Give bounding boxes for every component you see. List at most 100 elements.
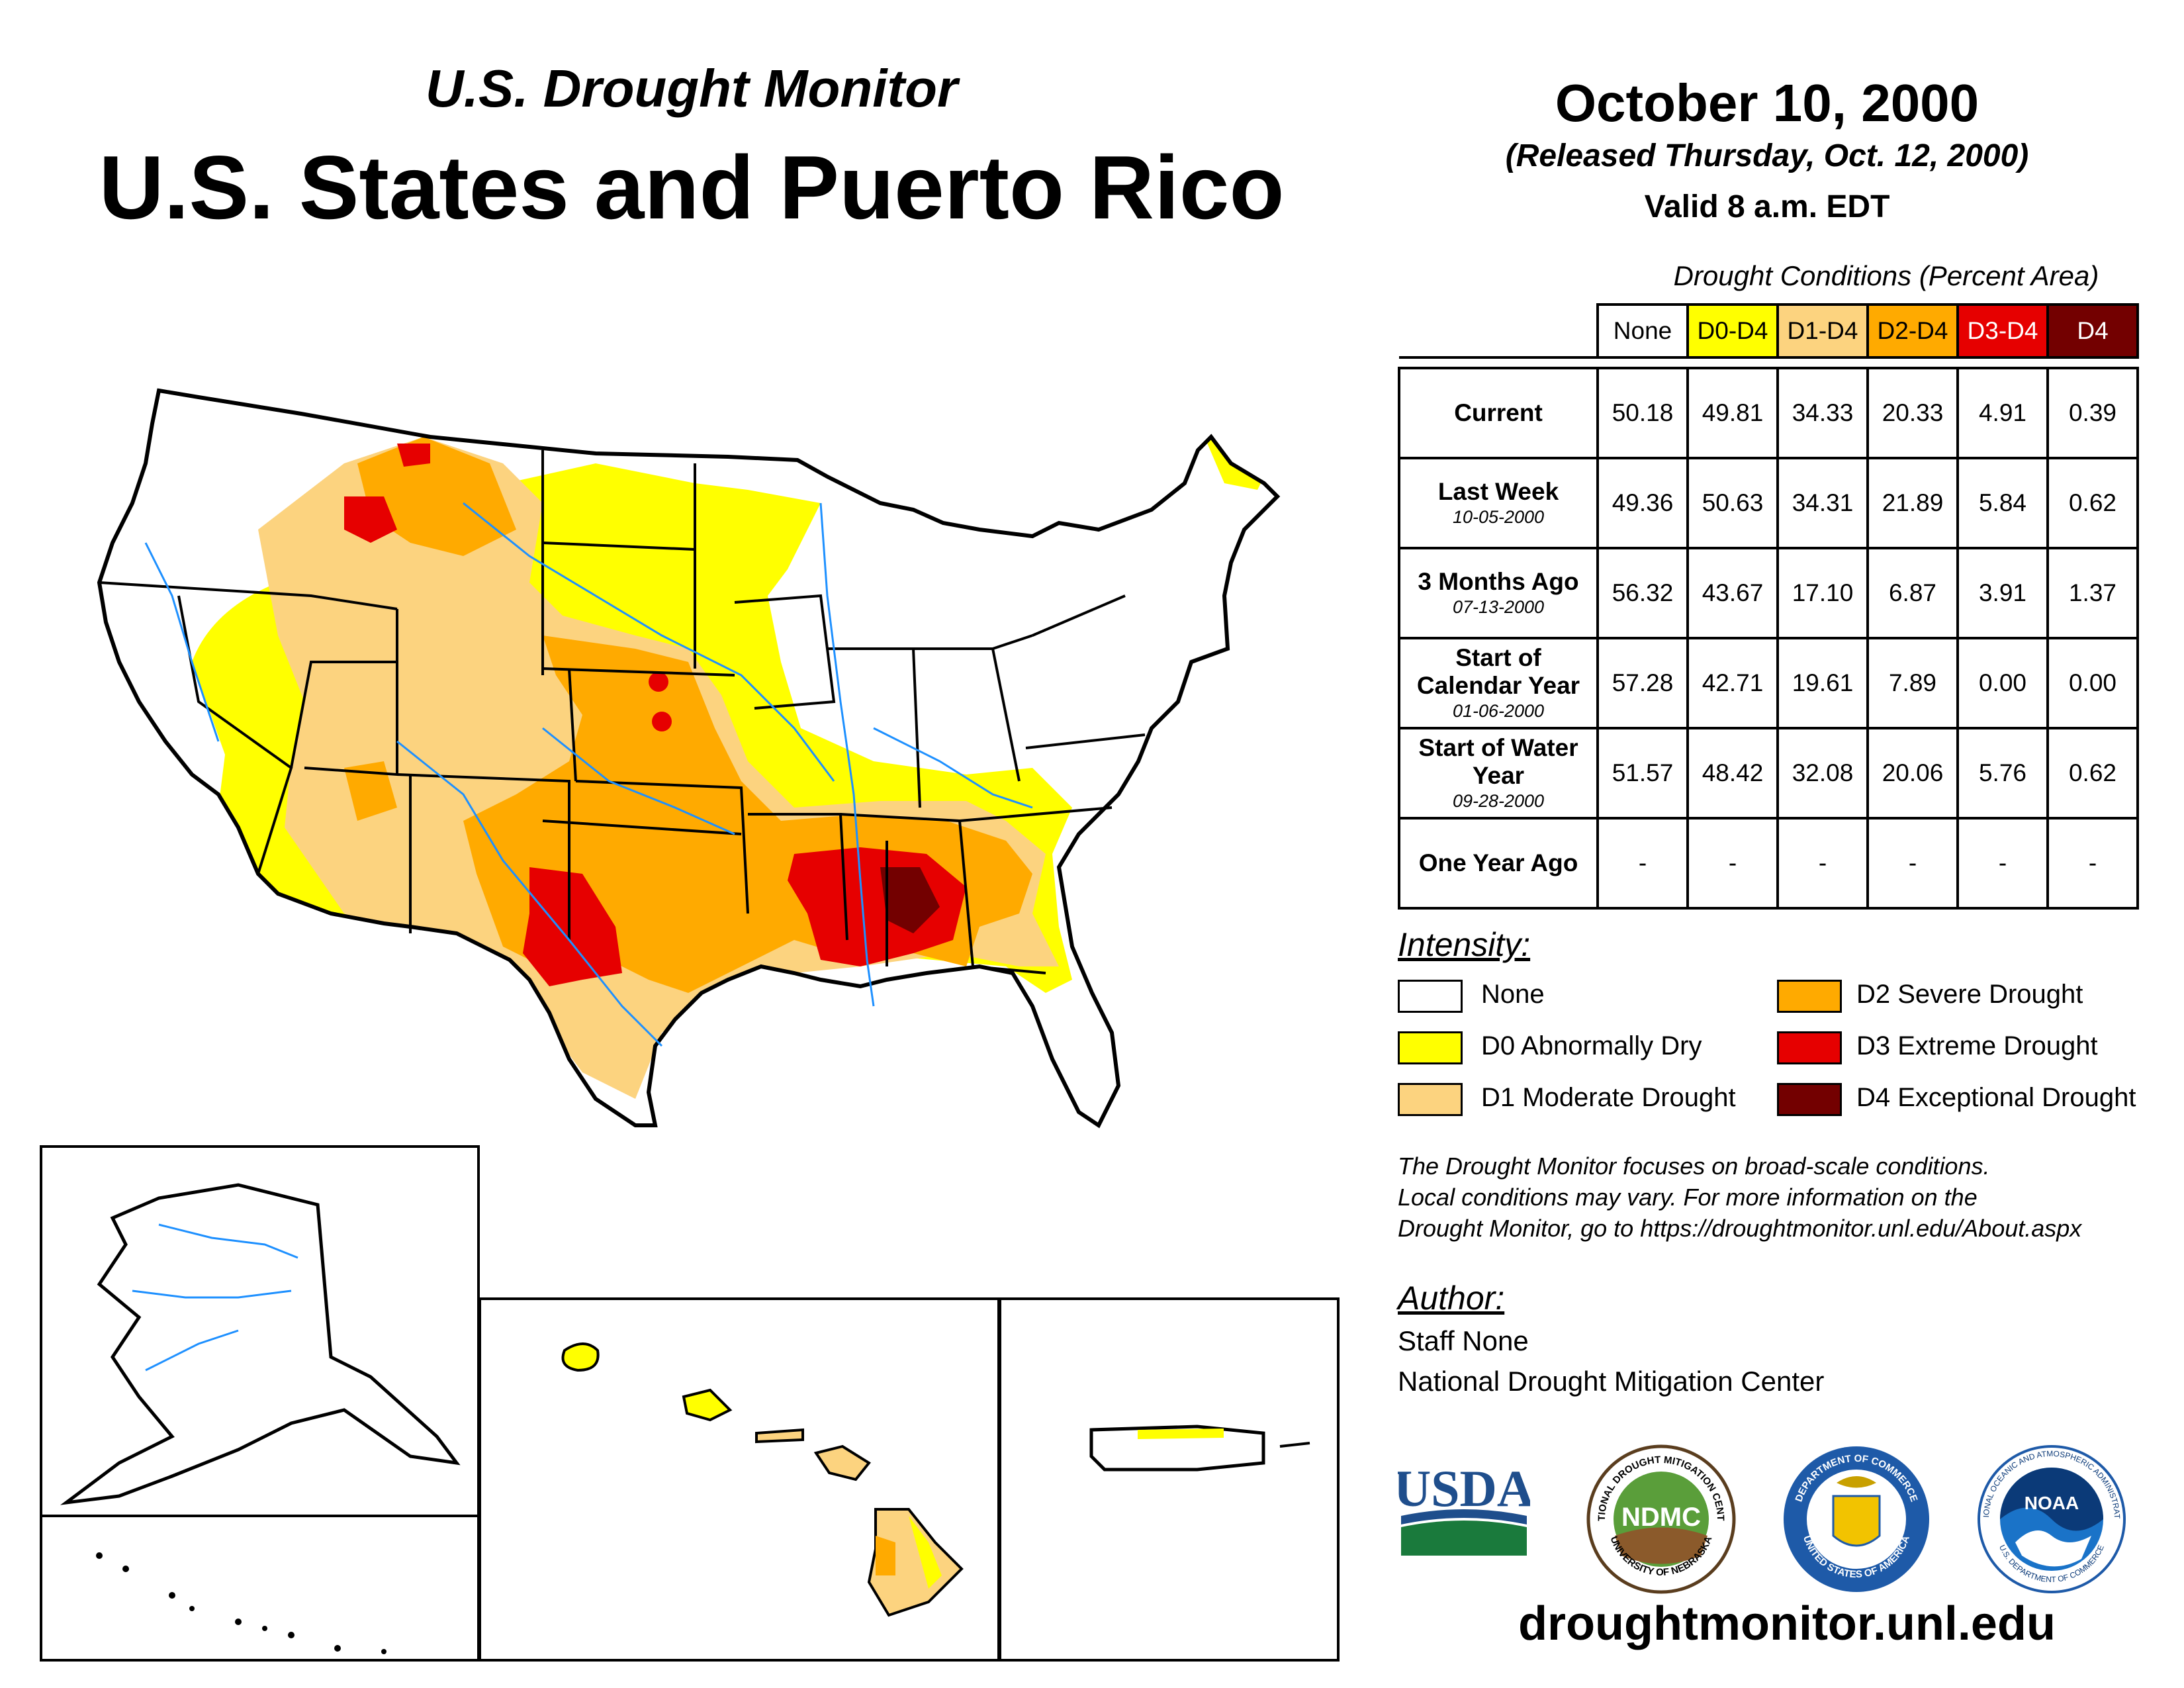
row-label: 3 Months Ago 07-13-2000 (1398, 547, 1599, 639)
legend-label-none: None (1481, 980, 1545, 1009)
legend-swatch-d4 (1777, 1083, 1842, 1116)
oahu-island (682, 1388, 733, 1422)
hawaii-inset (478, 1297, 1000, 1662)
conus-map (97, 388, 1281, 1129)
puerto-rico-d0 (1138, 1429, 1224, 1439)
table-row: 3 Months Ago 07-13-2000 56.32 43.67 17.10… (1398, 547, 2139, 639)
map-date: October 10, 2000 (1555, 73, 1979, 132)
table-cell: 49.36 (1596, 457, 1689, 549)
table-cell: 19.61 (1776, 637, 1869, 729)
legend-heading: Intensity: (1398, 926, 1531, 963)
footer-url[interactable]: droughtmonitor.unl.edu (1518, 1597, 2056, 1650)
rivers (144, 502, 1033, 1047)
table-cell: 0.39 (2046, 367, 2139, 459)
svg-text:NOAA: NOAA (2025, 1493, 2079, 1513)
note-line-2: Local conditions may vary. For more info… (1398, 1184, 1978, 1211)
table-cell: - (1956, 817, 2049, 910)
row-label: Current (1398, 367, 1599, 459)
svg-text:USDA: USDA (1398, 1460, 1530, 1517)
table-cell: 1.37 (2046, 547, 2139, 639)
table-cell: 20.33 (1866, 367, 1959, 459)
table-cell: 3.91 (1956, 547, 2049, 639)
table-cell: 7.89 (1866, 637, 1959, 729)
table-cell: - (1866, 817, 1959, 910)
maui-island (813, 1444, 871, 1481)
legend-swatch-none (1398, 980, 1463, 1013)
row-label: One Year Ago (1398, 817, 1599, 910)
table-row: Last Week 10-05-2000 49.36 50.63 34.31 21… (1398, 457, 2139, 549)
d3-area-kansas (649, 672, 668, 692)
table-cell: - (1596, 817, 1689, 910)
noaa-logo: NOAA NATIONAL OCEANIC AND ATMOSPHERIC AD… (1976, 1443, 2126, 1593)
disclaimer-note: The Drought Monitor focuses on broad-sca… (1398, 1150, 2172, 1244)
hawaii-d2 (876, 1536, 895, 1575)
ndmc-logo: NDMC NATIONAL DROUGHT MITIGATION CENTER … (1585, 1443, 1736, 1594)
table-corner (1399, 305, 1598, 359)
table-cell: 20.06 (1866, 727, 1959, 820)
col-header-d4: D4 (2046, 303, 2139, 359)
table-cell: 34.31 (1776, 457, 1869, 549)
d3-area-kansas-2 (652, 712, 672, 731)
legend-swatch-d2 (1777, 980, 1842, 1013)
table-cell: 0.00 (1956, 637, 2049, 729)
table-row: One Year Ago - - - - - - (1398, 817, 2139, 910)
table-cell: 48.42 (1686, 727, 1779, 820)
map-subtitle: U.S. Drought Monitor (425, 59, 958, 118)
table-cell: - (1686, 817, 1779, 910)
note-line-3: Drought Monitor, go to https://droughtmo… (1398, 1215, 2082, 1242)
drought-stats-table: None D0-D4 D1-D4 D2-D4 D3-D4 D4 Current … (1398, 303, 2139, 910)
table-cell: 21.89 (1866, 457, 1959, 549)
legend-swatch-d3 (1777, 1031, 1842, 1064)
col-header-none: None (1596, 303, 1689, 359)
d3-area-idaho (344, 496, 397, 543)
table-cell: 32.08 (1776, 727, 1869, 820)
table-cell: 49.81 (1686, 367, 1779, 459)
table-cell: 51.57 (1596, 727, 1689, 820)
col-header-d2-d4: D2-D4 (1866, 303, 1959, 359)
row-label: Last Week 10-05-2000 (1398, 457, 1599, 549)
hawaii-island (867, 1508, 964, 1617)
table-cell: 5.84 (1956, 457, 2049, 549)
author-org: National Drought Mitigation Center (1398, 1366, 1825, 1397)
table-cell: 6.87 (1866, 547, 1959, 639)
table-cell: 17.10 (1776, 547, 1869, 639)
table-cell: 43.67 (1686, 547, 1779, 639)
author-name: Staff None (1398, 1325, 1529, 1356)
valid-time: Valid 8 a.m. EDT (1644, 189, 1890, 224)
puerto-rico-inset (999, 1297, 1340, 1662)
table-cell: 5.76 (1956, 727, 2049, 820)
legend-label-d4: D4 Exceptional Drought (1856, 1083, 2136, 1112)
state-boundaries (99, 450, 1146, 974)
svg-text:NDMC: NDMC (1621, 1503, 1701, 1532)
row-label: Start of Calendar Year 01-06-2000 (1398, 637, 1599, 729)
molokai-island (755, 1428, 804, 1444)
table-row: Start of Calendar Year 01-06-2000 57.28 4… (1398, 637, 2139, 729)
conus-outline (97, 388, 1281, 1129)
note-line-1: The Drought Monitor focuses on broad-sca… (1398, 1152, 1990, 1180)
d4-area-alabama (880, 867, 940, 933)
table-caption: Drought Conditions (Percent Area) (1673, 260, 2099, 291)
d3-area-montana (397, 444, 430, 467)
d2-area-plains (357, 437, 516, 556)
table-cell: 57.28 (1596, 637, 1689, 729)
legend-label-d2: D2 Severe Drought (1856, 980, 2083, 1009)
row-label: Start of Water Year 09-28-2000 (1398, 727, 1599, 820)
table-cell: 4.91 (1956, 367, 2049, 459)
table-cell: 34.33 (1776, 367, 1869, 459)
table-cell: 50.63 (1686, 457, 1779, 549)
table-cell: 0.62 (2046, 457, 2139, 549)
alaska-inset (40, 1145, 480, 1662)
table-row: Start of Water Year 09-28-2000 51.57 48.4… (1398, 727, 2139, 820)
table-cell: 42.71 (1686, 637, 1779, 729)
col-header-d3-d4: D3-D4 (1956, 303, 2049, 359)
table-cell: 56.32 (1596, 547, 1689, 639)
d3-area-texas (523, 867, 622, 986)
legend-label-d0: D0 Abnormally Dry (1481, 1031, 1702, 1060)
alaska-outline (60, 1183, 461, 1505)
department-of-commerce-seal: DEPARTMENT OF COMMERCE UNITED STATES OF … (1784, 1446, 1929, 1592)
col-header-d1-d4: D1-D4 (1776, 303, 1869, 359)
map-title: U.S. States and Puerto Rico (99, 137, 1285, 238)
d2-area-sw (344, 761, 397, 821)
release-date: (Released Thursday, Oct. 12, 2000) (1505, 138, 2029, 173)
table-cell: 50.18 (1596, 367, 1689, 459)
